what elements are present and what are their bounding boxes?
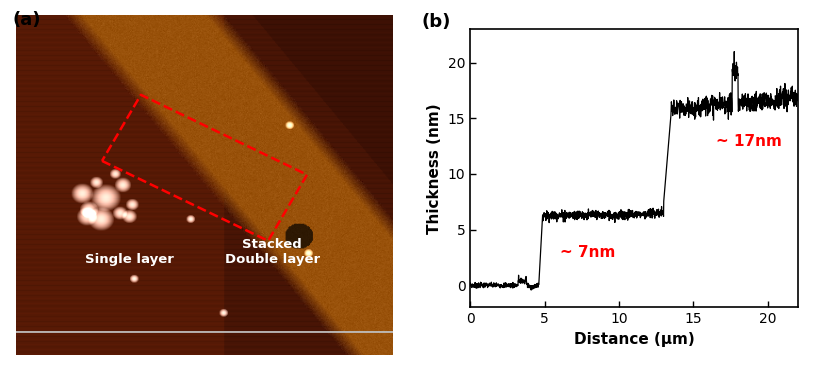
- Text: ~ 7nm: ~ 7nm: [560, 245, 615, 260]
- Y-axis label: Thickness (nm): Thickness (nm): [427, 103, 443, 234]
- Text: (a): (a): [12, 11, 41, 29]
- Text: Single layer: Single layer: [85, 253, 173, 266]
- Text: ~ 17nm: ~ 17nm: [716, 134, 782, 149]
- Text: Stacked
Double layer: Stacked Double layer: [225, 238, 320, 266]
- X-axis label: Distance (μm): Distance (μm): [573, 332, 694, 347]
- Text: (b): (b): [421, 13, 451, 31]
